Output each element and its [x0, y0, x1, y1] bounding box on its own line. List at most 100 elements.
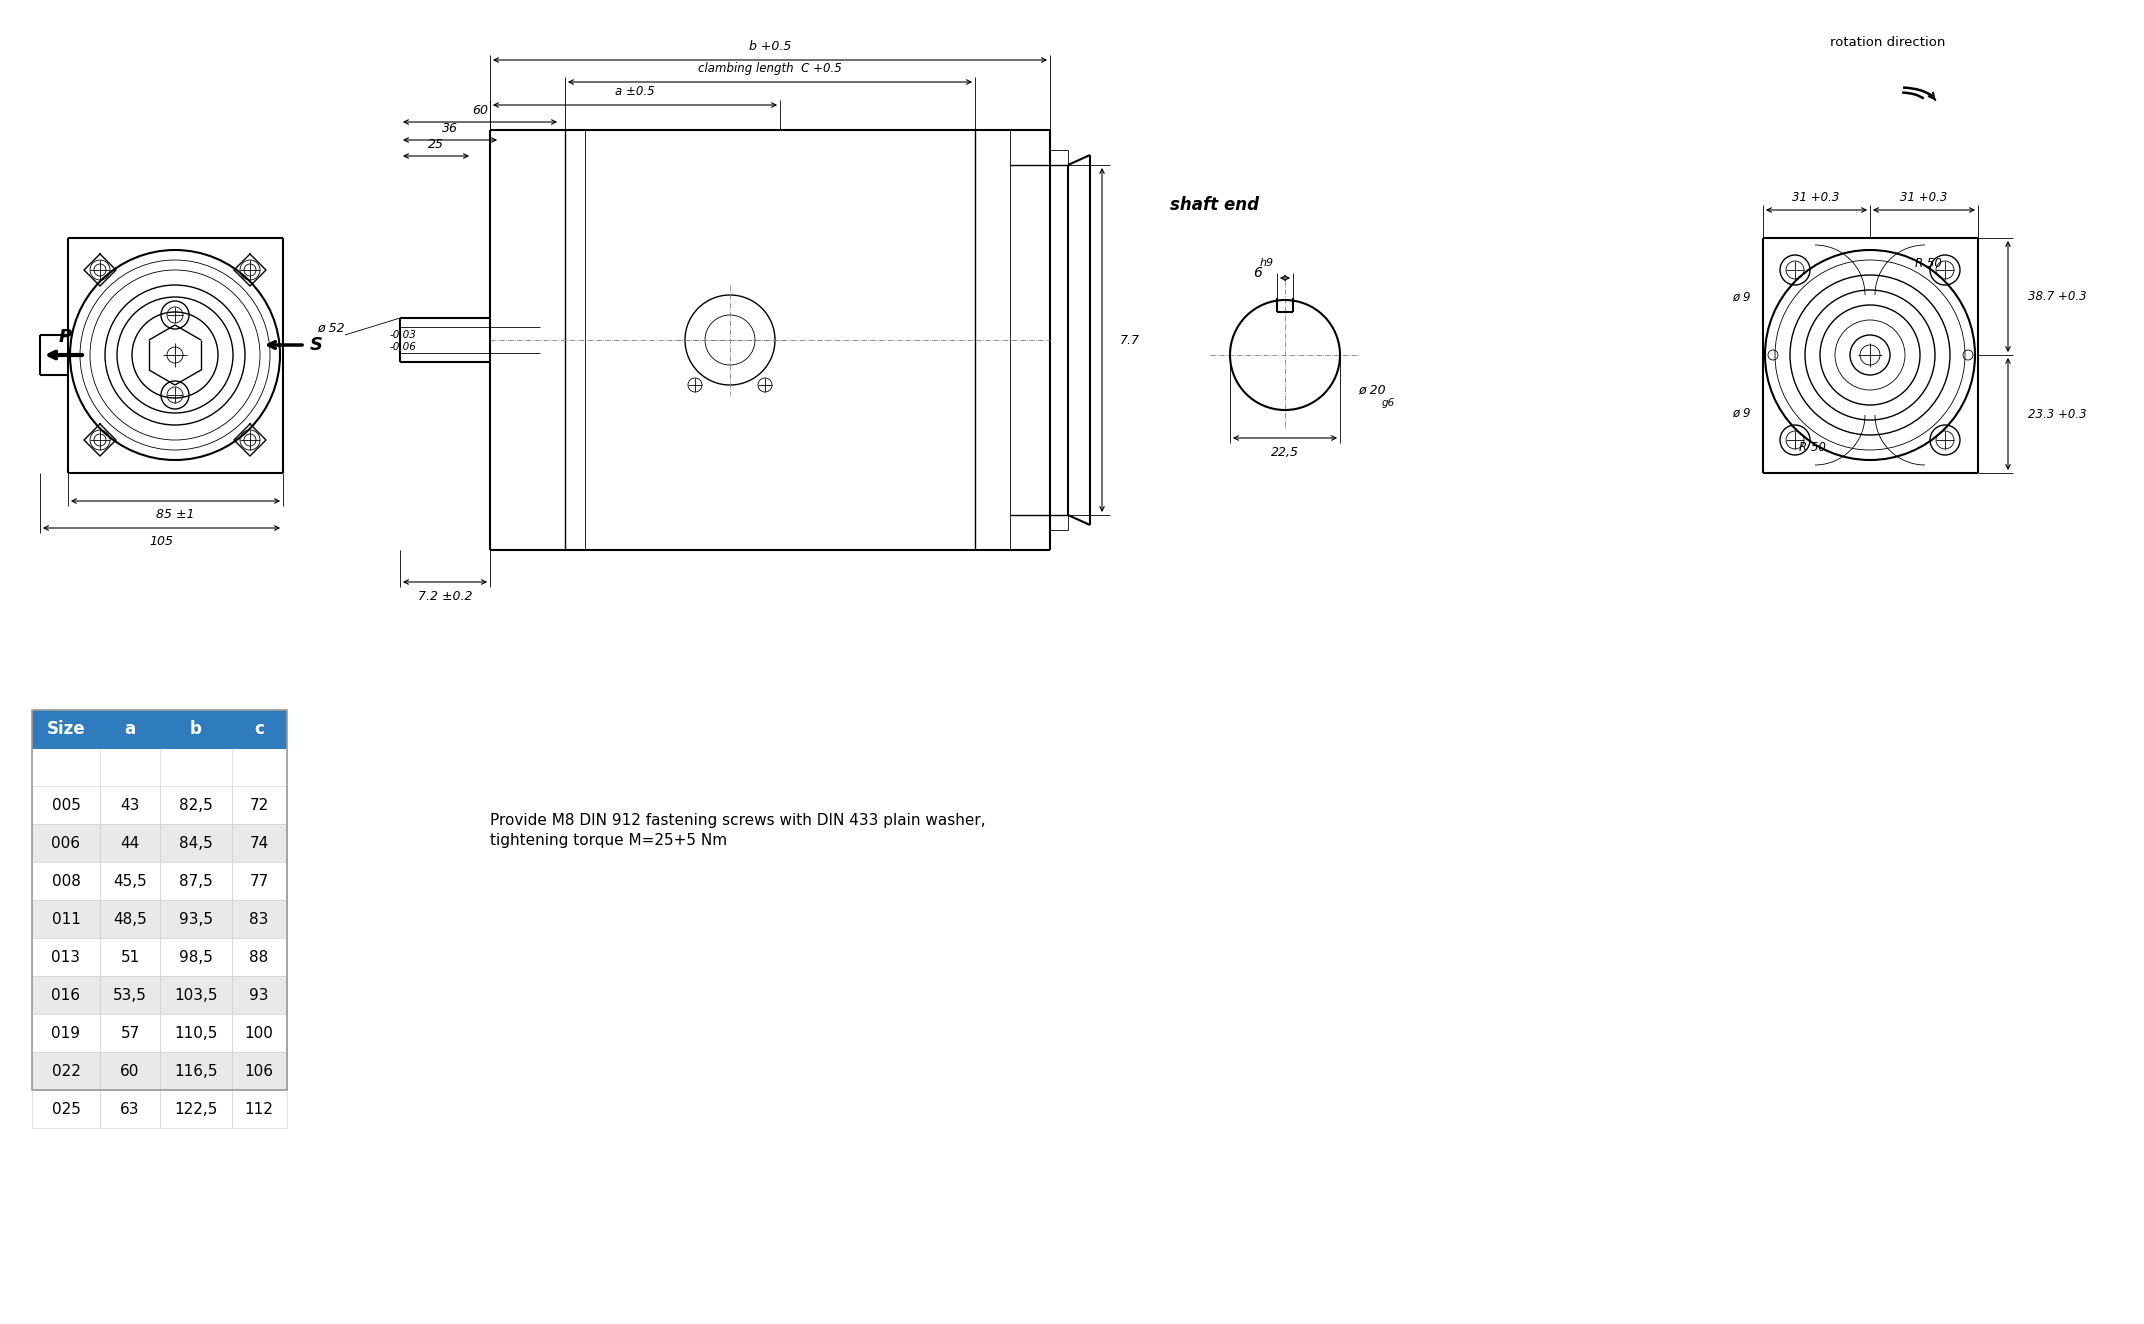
Text: tightening torque M=25+5 Nm: tightening torque M=25+5 Nm — [491, 833, 727, 847]
Text: R 50: R 50 — [1799, 441, 1825, 454]
Bar — [232, 937, 287, 976]
Bar — [32, 862, 101, 900]
Text: 82,5: 82,5 — [180, 797, 212, 813]
Bar — [161, 1014, 232, 1053]
Text: ø 52: ø 52 — [317, 322, 345, 335]
Text: 105: 105 — [148, 535, 174, 548]
Text: 84,5: 84,5 — [180, 835, 212, 850]
Text: 36: 36 — [442, 122, 459, 135]
Bar — [32, 1053, 101, 1090]
Text: 7.2 ±0.2: 7.2 ±0.2 — [418, 589, 472, 602]
Text: shaft end: shaft end — [1171, 196, 1259, 214]
Text: ø 20: ø 20 — [1357, 384, 1385, 396]
Text: 019: 019 — [51, 1026, 81, 1041]
Text: a: a — [124, 720, 135, 737]
Text: -0.03: -0.03 — [390, 330, 416, 340]
Text: 43: 43 — [120, 797, 139, 813]
Text: 011: 011 — [51, 911, 81, 927]
Text: 44: 44 — [120, 835, 139, 850]
Text: 57: 57 — [120, 1026, 139, 1041]
Text: 63: 63 — [120, 1102, 139, 1116]
Text: b: b — [191, 720, 202, 737]
Text: 016: 016 — [51, 988, 81, 1002]
Text: g6: g6 — [1383, 399, 1396, 408]
Text: 31 +0.3: 31 +0.3 — [1900, 191, 1947, 204]
Text: 31 +0.3: 31 +0.3 — [1792, 191, 1840, 204]
Bar — [32, 900, 101, 937]
Bar — [32, 1090, 101, 1128]
Text: Provide M8 DIN 912 fastening screws with DIN 433 plain washer,: Provide M8 DIN 912 fastening screws with… — [491, 813, 986, 828]
Bar — [32, 710, 101, 748]
Bar — [161, 824, 232, 862]
Text: 008: 008 — [51, 874, 81, 888]
Text: 116,5: 116,5 — [174, 1063, 219, 1079]
Text: 83: 83 — [249, 911, 268, 927]
Bar — [101, 937, 161, 976]
Text: 25: 25 — [429, 138, 444, 151]
Bar — [32, 1014, 101, 1053]
Bar — [101, 862, 161, 900]
Text: rotation direction: rotation direction — [1831, 36, 1945, 49]
Bar — [101, 1053, 161, 1090]
Text: 005: 005 — [51, 797, 81, 813]
Bar — [101, 976, 161, 1014]
Text: ø 9: ø 9 — [1732, 290, 1752, 303]
Text: 72: 72 — [249, 797, 268, 813]
Bar — [161, 862, 232, 900]
Text: 45,5: 45,5 — [114, 874, 148, 888]
Bar — [161, 937, 232, 976]
Text: c: c — [253, 720, 264, 737]
Text: 100: 100 — [244, 1026, 274, 1041]
Text: 025: 025 — [51, 1102, 81, 1116]
Text: 022: 022 — [51, 1063, 81, 1079]
Text: h9: h9 — [1261, 258, 1274, 267]
Bar — [32, 786, 101, 824]
Text: 93,5: 93,5 — [178, 911, 212, 927]
Text: 60: 60 — [472, 103, 489, 117]
Bar — [161, 976, 232, 1014]
Text: Size: Size — [47, 720, 86, 737]
Text: 6: 6 — [1252, 266, 1263, 279]
Bar — [101, 1090, 161, 1128]
Bar — [32, 937, 101, 976]
Text: -0.06: -0.06 — [390, 342, 416, 352]
Bar — [232, 1053, 287, 1090]
Text: clambing length  C +0.5: clambing length C +0.5 — [699, 61, 843, 74]
Text: R 50: R 50 — [1915, 257, 1942, 270]
Text: 85 ±1: 85 ±1 — [157, 507, 195, 520]
Bar — [232, 824, 287, 862]
Text: 7.7: 7.7 — [1119, 334, 1141, 347]
Bar — [232, 786, 287, 824]
Text: 38.7 +0.3: 38.7 +0.3 — [2028, 290, 2086, 302]
Bar — [32, 710, 287, 1090]
Bar — [232, 1014, 287, 1053]
Bar — [32, 976, 101, 1014]
Text: b +0.5: b +0.5 — [748, 40, 791, 53]
Text: P: P — [58, 328, 71, 346]
Bar — [161, 786, 232, 824]
Bar — [101, 786, 161, 824]
Text: ø 9: ø 9 — [1732, 406, 1752, 420]
Text: 122,5: 122,5 — [174, 1102, 219, 1116]
Text: 88: 88 — [249, 949, 268, 964]
Bar — [32, 824, 101, 862]
Text: 22,5: 22,5 — [1271, 445, 1299, 458]
Bar — [232, 862, 287, 900]
Bar — [101, 900, 161, 937]
Text: 53,5: 53,5 — [114, 988, 148, 1002]
Text: 51: 51 — [120, 949, 139, 964]
Bar — [101, 710, 161, 748]
Bar — [161, 710, 232, 748]
Bar — [232, 900, 287, 937]
Text: 23.3 +0.3: 23.3 +0.3 — [2028, 408, 2086, 421]
Text: 77: 77 — [249, 874, 268, 888]
Bar — [101, 1014, 161, 1053]
Text: 103,5: 103,5 — [174, 988, 219, 1002]
Text: 93: 93 — [249, 988, 268, 1002]
Text: 112: 112 — [244, 1102, 274, 1116]
Text: 006: 006 — [51, 835, 81, 850]
Bar — [232, 976, 287, 1014]
Text: 48,5: 48,5 — [114, 911, 148, 927]
Text: 74: 74 — [249, 835, 268, 850]
Bar — [161, 1053, 232, 1090]
